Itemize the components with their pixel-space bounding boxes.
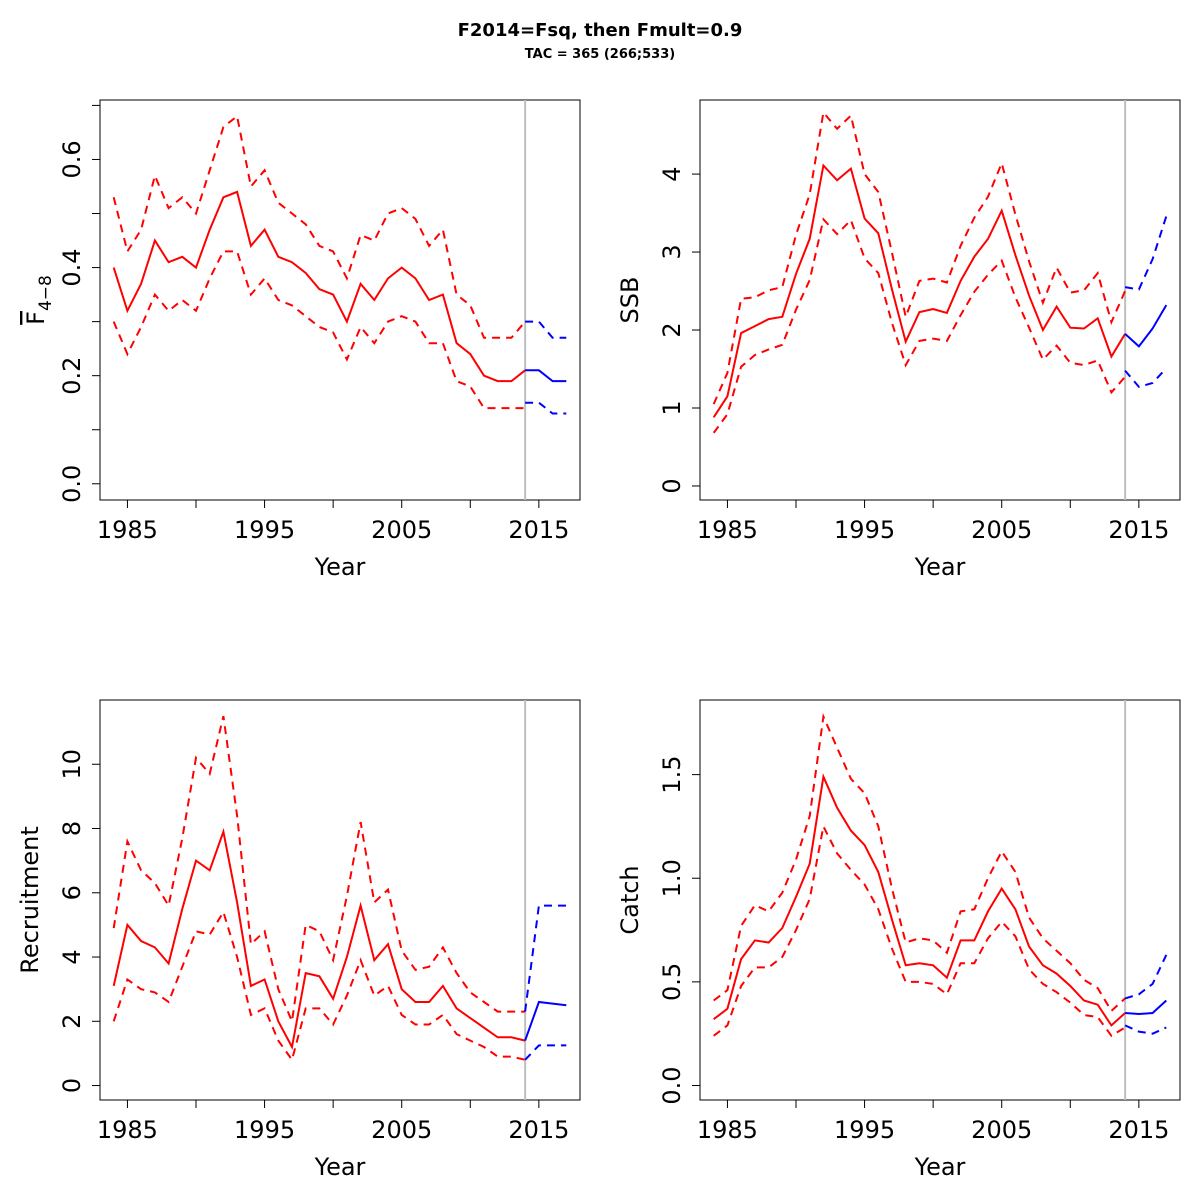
y-tick-label: 2 bbox=[58, 1014, 86, 1029]
x-tick-label: 1995 bbox=[234, 516, 295, 544]
plot-frame bbox=[99, 99, 581, 501]
chart-panel-4: 1985 1995 2005 2015 0.0 0.5 1.0 1.5 Year Catch bbox=[616, 699, 1181, 1181]
x-tick-label: 2005 bbox=[371, 516, 432, 544]
y-tick-label: 1.0 bbox=[658, 859, 686, 897]
y-tick-label: 0.0 bbox=[58, 465, 86, 503]
y-tick-label: 0.5 bbox=[658, 963, 686, 1001]
plot-frame bbox=[699, 699, 1181, 1101]
y-axis-label: Catch bbox=[616, 865, 644, 934]
x-tick-label: 2015 bbox=[1108, 516, 1169, 544]
x-tick-label: 1985 bbox=[697, 1116, 758, 1144]
y-tick-label: 0 bbox=[58, 1078, 86, 1093]
historic-estimate-line bbox=[712, 163, 1126, 418]
forecast-lower-bound-line bbox=[524, 1044, 567, 1061]
y-axis-label-subscript: 4−8 bbox=[36, 275, 56, 311]
y-tick-label: 4 bbox=[658, 166, 686, 181]
x-tick-label: 2015 bbox=[1108, 1116, 1169, 1144]
chart-panel-3: 1985 1995 2005 2015 0 2 4 6 8 10 Year Recruitment bbox=[16, 699, 581, 1181]
x-tick-label: 1995 bbox=[834, 1116, 895, 1144]
forecast-upper-bound-line bbox=[1124, 215, 1168, 291]
figure-title: F2014=Fsq, then Fmult=0.9 bbox=[457, 20, 743, 41]
forecast-lower-bound-line bbox=[1124, 1024, 1167, 1035]
x-tick-label: 2005 bbox=[971, 1116, 1032, 1144]
x-axis-label: Year bbox=[314, 1153, 366, 1181]
y-axis-label-main: F bbox=[22, 311, 50, 325]
y-tick-label: 0.4 bbox=[58, 248, 86, 286]
y-tick-label: 4 bbox=[58, 949, 86, 964]
y-axis-label: SSB bbox=[616, 277, 644, 324]
x-tick-label: 2015 bbox=[508, 1116, 569, 1144]
y-tick-label: 0.0 bbox=[658, 1066, 686, 1104]
y-tick-label: 1.5 bbox=[658, 756, 686, 794]
y-axis-label: Recruitment bbox=[16, 826, 44, 973]
y-tick-label: 6 bbox=[58, 885, 86, 900]
historic-lower-bound-line bbox=[112, 909, 526, 1063]
x-tick-label: 2005 bbox=[971, 516, 1032, 544]
forecast-lower-bound-line bbox=[525, 401, 567, 415]
historic-lower-bound-line bbox=[112, 250, 526, 410]
x-tick-label: 2015 bbox=[508, 516, 569, 544]
x-axis-label: Year bbox=[314, 553, 366, 581]
y-tick-label: 3 bbox=[658, 244, 686, 259]
y-tick-label: 10 bbox=[58, 749, 86, 780]
y-tick-label: 0 bbox=[658, 478, 686, 493]
historic-estimate-line bbox=[713, 773, 1126, 1027]
figure-subtitle: TAC = 365 (266;533) bbox=[524, 47, 676, 62]
y-axis-label: F4−8 bbox=[22, 275, 56, 325]
x-tick-label: 2005 bbox=[371, 1116, 432, 1144]
y-tick-label: 1 bbox=[658, 400, 686, 415]
plot-frame bbox=[99, 699, 581, 1101]
historic-lower-bound-line bbox=[713, 823, 1126, 1038]
historic-estimate-line bbox=[112, 827, 526, 1050]
x-tick-label: 1985 bbox=[97, 1116, 158, 1144]
historic-upper-bound-line bbox=[112, 715, 526, 1025]
forecast-upper-bound-line bbox=[1124, 954, 1168, 1000]
y-tick-label: 0.2 bbox=[58, 357, 86, 395]
x-axis-label: Year bbox=[914, 553, 966, 581]
x-tick-label: 1995 bbox=[834, 516, 895, 544]
x-tick-label: 1995 bbox=[234, 1116, 295, 1144]
historic-estimate-line bbox=[112, 190, 526, 383]
x-axis-label: Year bbox=[914, 1153, 966, 1181]
forecast-upper-bound-line bbox=[524, 904, 567, 1012]
forecast-estimate-line bbox=[1125, 999, 1167, 1016]
historic-upper-bound-line bbox=[712, 110, 1127, 405]
historic-upper-bound-line bbox=[112, 114, 526, 339]
plot-frame bbox=[699, 99, 1181, 501]
chart-panel-2: 1985 1995 2005 2015 0 1 2 3 4 Year SSB bbox=[616, 99, 1181, 581]
forecast-estimate-line bbox=[524, 1000, 567, 1041]
forecast-estimate-line bbox=[525, 369, 567, 383]
y-tick-label: 0.6 bbox=[58, 140, 86, 178]
y-tick-label: 2 bbox=[658, 322, 686, 337]
forecast-upper-bound-line bbox=[525, 320, 567, 339]
y-tick-label: 8 bbox=[58, 821, 86, 836]
x-tick-label: 1985 bbox=[97, 516, 158, 544]
x-tick-label: 1985 bbox=[697, 516, 758, 544]
historic-lower-bound-line bbox=[712, 217, 1126, 434]
forecast-estimate-line bbox=[1124, 304, 1168, 348]
historic-upper-bound-line bbox=[713, 712, 1126, 1013]
forecast-lower-bound-line bbox=[1124, 367, 1168, 389]
chart-panel-1: 1985 1995 2005 2015 0.0 0.2 0.4 0.6 Year F4−8 bbox=[22, 99, 581, 581]
